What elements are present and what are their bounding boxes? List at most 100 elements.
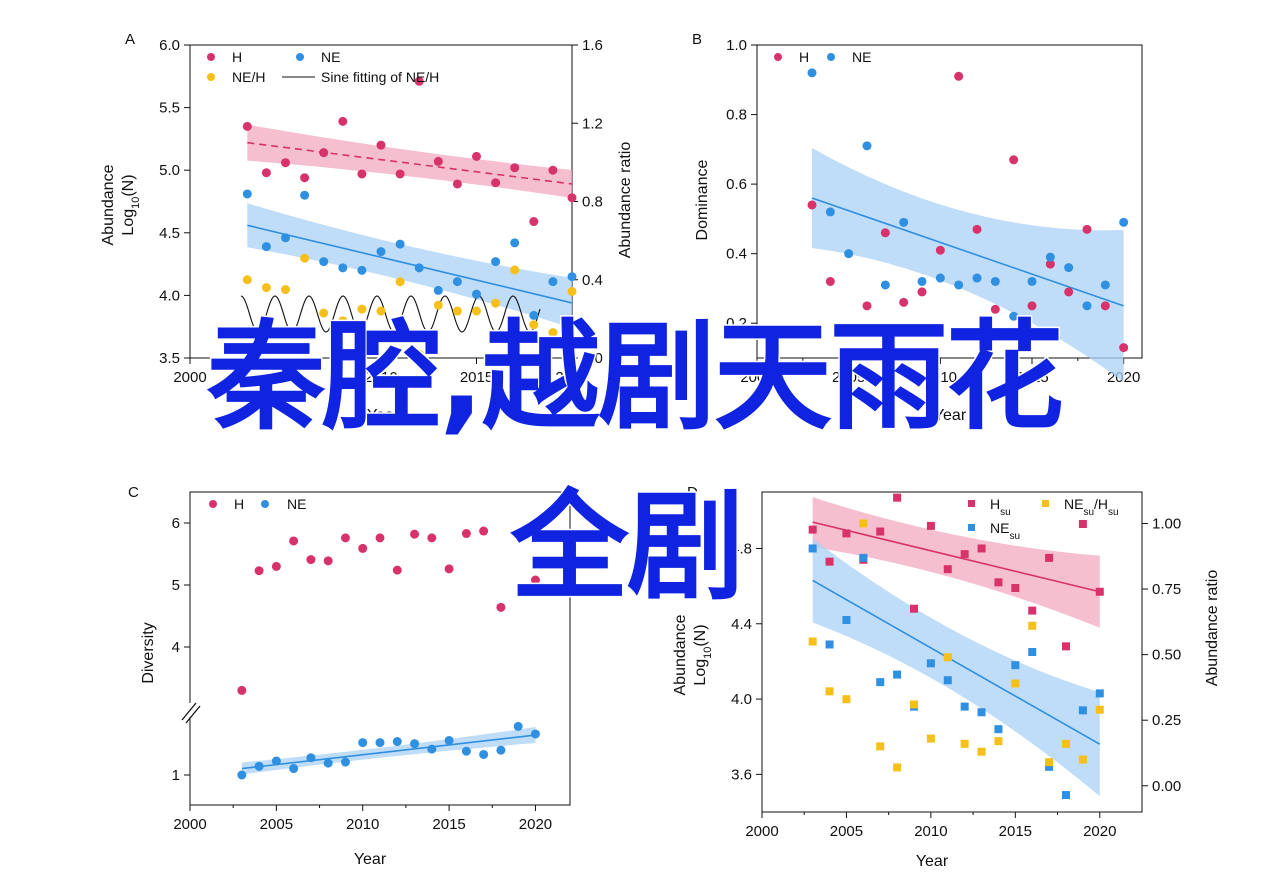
ne-point: [1100, 280, 1110, 290]
panel-b-ylabel: Dominance: [694, 159, 711, 240]
ne-h-point: [338, 316, 348, 326]
hsu-point: [910, 604, 918, 613]
x-tick-label: 2020: [1083, 823, 1116, 840]
ne-h-point: [376, 306, 386, 316]
nesu-hsu-point: [943, 653, 952, 662]
h-point: [972, 224, 982, 234]
nesu-point: [859, 553, 868, 562]
y-right-tick-label: 0.75: [1152, 581, 1181, 598]
legend-nesu-hsu-label: NEsu/Hsu: [1064, 496, 1119, 518]
nesu-hsu-point: [1028, 621, 1037, 630]
ne-point: [242, 189, 252, 199]
h-confidence-band: [247, 124, 573, 198]
hsu-point: [1062, 642, 1070, 651]
legend-ne-label: NE: [852, 49, 871, 65]
panel-b-legend: H NE: [774, 49, 871, 65]
ne-point: [376, 247, 386, 257]
y-right-tick-label: 0.50: [1152, 647, 1181, 664]
legend-neh-label: NE/H: [232, 69, 265, 85]
h-point: [433, 156, 443, 166]
y-tick-label: 4.4: [731, 616, 752, 633]
nesu-hsu-point: [926, 734, 935, 743]
h-point: [289, 536, 299, 546]
ne-h-point: [510, 265, 520, 275]
y-tick-label: 5: [172, 577, 180, 594]
nesu-point: [893, 670, 902, 679]
h-point: [917, 287, 927, 297]
legend-h-label: H: [234, 496, 244, 512]
h-point: [807, 200, 817, 210]
x-tick-label: 2000: [740, 369, 773, 386]
h-point: [479, 526, 489, 536]
legend-nesu-marker: [968, 524, 975, 531]
ne-fit-line: [811, 197, 1124, 307]
h-point: [338, 116, 348, 126]
h-point: [375, 533, 385, 543]
y-tick-label: 3.6: [731, 766, 752, 783]
nesu-confidence-band: [812, 538, 1100, 797]
h-point: [496, 602, 506, 612]
h-point: [472, 151, 481, 161]
nesu-hsu-point: [960, 739, 969, 748]
panel-a-ylabel-1: Abundance: [100, 164, 117, 245]
h-point: [1119, 343, 1129, 353]
hsu-point: [977, 544, 986, 553]
ne-point: [917, 276, 927, 286]
ne-point: [323, 758, 333, 768]
nesu-hsu-point: [1078, 755, 1087, 764]
ne-point: [954, 280, 964, 290]
h-point: [392, 565, 402, 575]
hsu-point: [808, 525, 817, 534]
ne-point: [807, 68, 817, 78]
ne-point: [825, 207, 835, 217]
hsu-point: [893, 493, 902, 502]
legend-ne-label: NE: [287, 496, 306, 512]
panel-a: A 3.5 4.0 4.5 5.0 5.5 6.0 0.0 0.4 0.8 1.2 1.6 2000 2…: [100, 31, 634, 424]
h-point: [376, 140, 386, 150]
ne-point: [261, 242, 271, 252]
h-point: [300, 173, 310, 183]
x-tick-label: 2015: [460, 369, 493, 386]
ne-point: [340, 757, 350, 767]
y-right-tick-label: 0.00: [1152, 778, 1181, 795]
x-tick-label: 2005: [830, 823, 863, 840]
nesu-hsu-point: [994, 737, 1003, 746]
h-point: [1027, 301, 1037, 311]
ne-h-point: [300, 253, 310, 263]
ne-fit-line: [241, 734, 536, 770]
nesu-fit-line: [812, 579, 1101, 745]
x-tick-label: 2020: [519, 816, 552, 833]
ne-confidence-band: [247, 203, 573, 328]
y-tick-label: 5.5: [159, 100, 180, 117]
panel-a-xlabel: Year: [367, 407, 400, 424]
h-point: [844, 325, 854, 335]
ne-h-point: [452, 306, 462, 316]
y-right-tick-label: 1.00: [1152, 515, 1181, 532]
panel-d-ylabel-2: Log10(N): [692, 624, 714, 685]
x-tick-label: 2010: [914, 823, 947, 840]
h-point: [1064, 287, 1074, 297]
legend-sine-label: Sine fitting of NE/H: [321, 69, 439, 85]
nesu-hsu-point: [825, 687, 834, 696]
hsu-point: [876, 527, 885, 536]
panel-c-ylabel: Diversity: [140, 622, 157, 683]
ne-point: [392, 737, 402, 747]
ne-point: [1009, 311, 1019, 321]
y-tick-label: 3.5: [159, 350, 180, 367]
ne-h-point: [567, 286, 577, 296]
ne-point: [433, 285, 443, 295]
sine-fit-line: [240, 295, 541, 333]
ne-h-point: [261, 283, 271, 293]
x-tick-label: 2010: [346, 816, 379, 833]
y-tick-label: 5.0: [159, 162, 180, 179]
h-point: [880, 228, 890, 238]
ne-h-point: [529, 320, 539, 330]
ne-point: [395, 239, 405, 249]
panel-c-frame: [189, 491, 571, 806]
h-point: [825, 276, 835, 286]
h-point: [954, 71, 964, 81]
x-tick-label: 2005: [260, 816, 293, 833]
legend-ne-marker: [827, 53, 835, 61]
hsu-fit-line: [812, 521, 1100, 593]
